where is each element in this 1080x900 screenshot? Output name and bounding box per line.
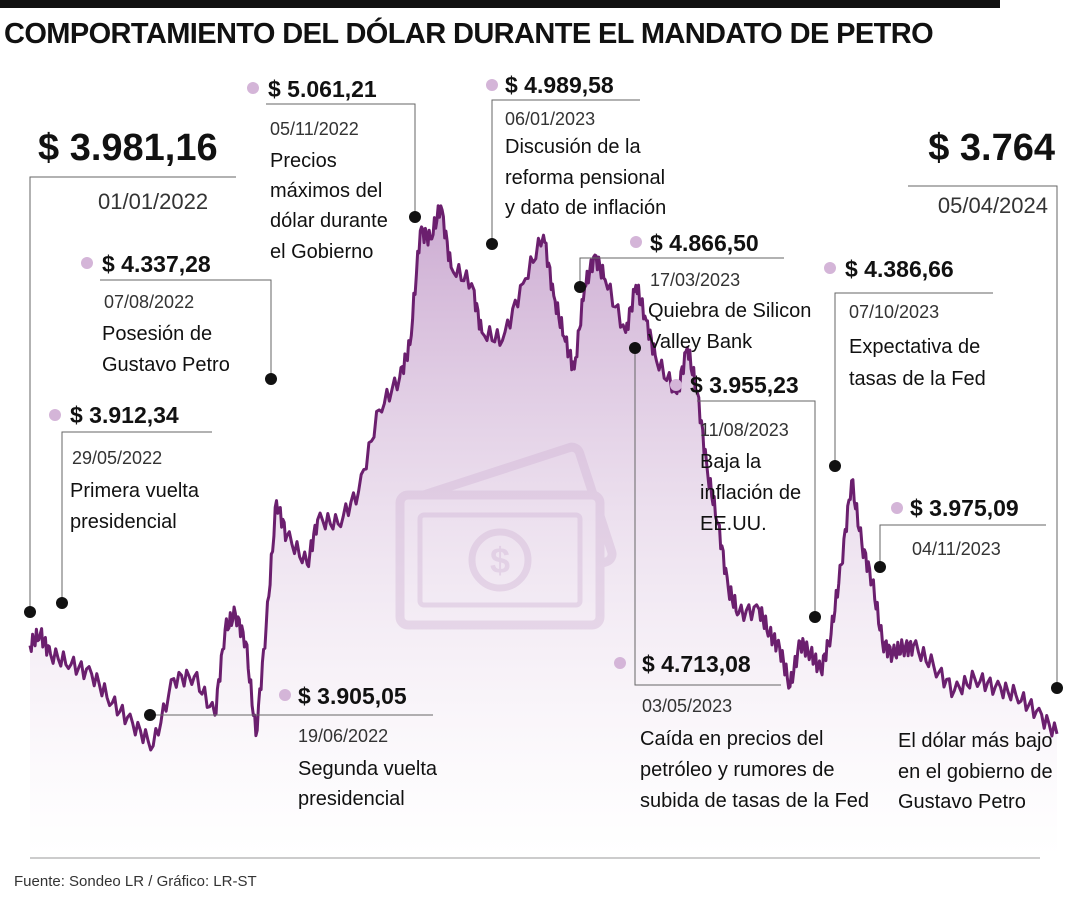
annotation-desc-line: Segunda vuelta	[298, 758, 438, 780]
annotation-value: $ 3.955,23	[690, 372, 799, 398]
annotation-end: $ 3.764 05/04/2024 El dólar más bajo en …	[898, 127, 1055, 813]
annotation-date: 17/03/2023	[650, 270, 740, 290]
source-note: Fuente: Sondeo LR / Gráfico: LR-ST	[14, 873, 257, 890]
annotation-desc-line: subida de tasas de la Fed	[640, 790, 869, 812]
start-date: 01/01/2022	[98, 189, 208, 214]
annotation-reforma-pensional: $ 4.989,58 06/01/2023 Discusión de la re…	[505, 72, 666, 219]
annotation-desc-line: Caída en precios del	[640, 728, 823, 750]
annotation-petroleo-fed: $ 4.713,08 03/05/2023 Caída en precios d…	[640, 651, 869, 812]
annotation-value: $ 4.866,50	[650, 230, 759, 256]
annotation-desc-line: Primera vuelta	[70, 480, 200, 502]
annotation-desc-line: inflación de	[700, 482, 801, 504]
chart-title: COMPORTAMIENTO DEL DÓLAR DURANTE EL MAND…	[4, 18, 934, 50]
annotation-desc-line: Quiebra de Silicon	[648, 300, 811, 322]
annotation-date: 19/06/2022	[298, 726, 388, 746]
annotation-date: 05/11/2022	[270, 119, 359, 139]
leader-lines	[29, 99, 1058, 716]
annotation-desc-line: El dólar más bajo	[898, 730, 1053, 752]
annotation-desc-line: tasas de la Fed	[849, 368, 986, 390]
point-markers	[24, 211, 1063, 721]
annotation-desc-line: el Gobierno	[270, 241, 373, 263]
start-value: $ 3.981,16	[38, 127, 218, 169]
annotation-primera-vuelta: $ 3.912,34 29/05/2022 Primera vuelta pre…	[70, 402, 200, 533]
annotation-value: $ 4.989,58	[505, 72, 614, 98]
annotation-desc-line: Baja la	[700, 451, 762, 473]
annotation-silicon-valley-bank: $ 4.866,50 17/03/2023 Quiebra de Silicon…	[648, 230, 811, 353]
annotation-desc-line: Gustavo Petro	[102, 354, 230, 376]
annotation-desc-line: EE.UU.	[700, 513, 767, 535]
end-date: 05/04/2024	[938, 193, 1048, 218]
annotation-date: 06/01/2023	[505, 109, 595, 129]
annotation-noviembre: $ 3.975,09 04/11/2023	[910, 495, 1019, 559]
annotation-date: 07/10/2023	[849, 302, 939, 322]
annotation-desc-line: Precios	[270, 150, 337, 172]
annotation-value: $ 4.386,66	[845, 256, 954, 282]
top-rule	[0, 0, 1000, 8]
annotation-desc-line: Gustavo Petro	[898, 791, 1026, 813]
annotation-date: 07/08/2022	[104, 292, 194, 312]
annotation-desc-line: Valley Bank	[648, 331, 753, 353]
annotation-desc-line: y dato de inflación	[505, 197, 666, 219]
annotation-value: $ 3.975,09	[910, 495, 1019, 521]
end-value: $ 3.764	[928, 127, 1055, 169]
annotation-date: 04/11/2023	[912, 539, 1001, 559]
annotation-desc-line: dólar durante	[270, 210, 388, 232]
annotation-desc-line: Expectativa de	[849, 336, 980, 358]
annotation-desc-line: presidencial	[70, 511, 177, 533]
annotation-date: 29/05/2022	[72, 448, 162, 468]
annotation-date: 03/05/2023	[642, 696, 732, 716]
annotation-start: $ 3.981,16 01/01/2022	[38, 127, 218, 214]
annotation-value: $ 3.912,34	[70, 402, 179, 428]
annotation-value: $ 5.061,21	[268, 76, 377, 102]
annotation-tasas-fed: $ 4.386,66 07/10/2023 Expectativa de tas…	[845, 256, 986, 390]
annotation-desc-line: petróleo y rumores de	[640, 759, 835, 781]
annotation-segunda-vuelta: $ 3.905,05 19/06/2022 Segunda vuelta pre…	[298, 683, 438, 810]
annotation-desc-line: en el gobierno de	[898, 761, 1053, 783]
annotation-desc-line: Posesión de	[102, 323, 212, 345]
annotation-value: $ 4.713,08	[642, 651, 751, 677]
annotation-desc-line: Discusión de la	[505, 136, 642, 158]
annotation-desc-line: reforma pensional	[505, 167, 665, 189]
annotation-value: $ 3.905,05	[298, 683, 407, 709]
label-bullets	[49, 79, 903, 701]
annotation-date: 11/08/2023	[700, 420, 789, 440]
annotation-desc-line: presidencial	[298, 788, 405, 810]
annotation-inflacion-eeuu: $ 3.955,23 11/08/2023 Baja la inflación …	[690, 372, 801, 535]
annotation-desc-line: máximos del	[270, 180, 382, 202]
annotation-precio-maximo: $ 5.061,21 05/11/2022 Precios máximos de…	[268, 76, 388, 263]
annotation-posesion: $ 4.337,28 07/08/2022 Posesión de Gustav…	[102, 251, 230, 376]
dollar-price-line	[28, 204, 1059, 752]
annotation-value: $ 4.337,28	[102, 251, 211, 277]
